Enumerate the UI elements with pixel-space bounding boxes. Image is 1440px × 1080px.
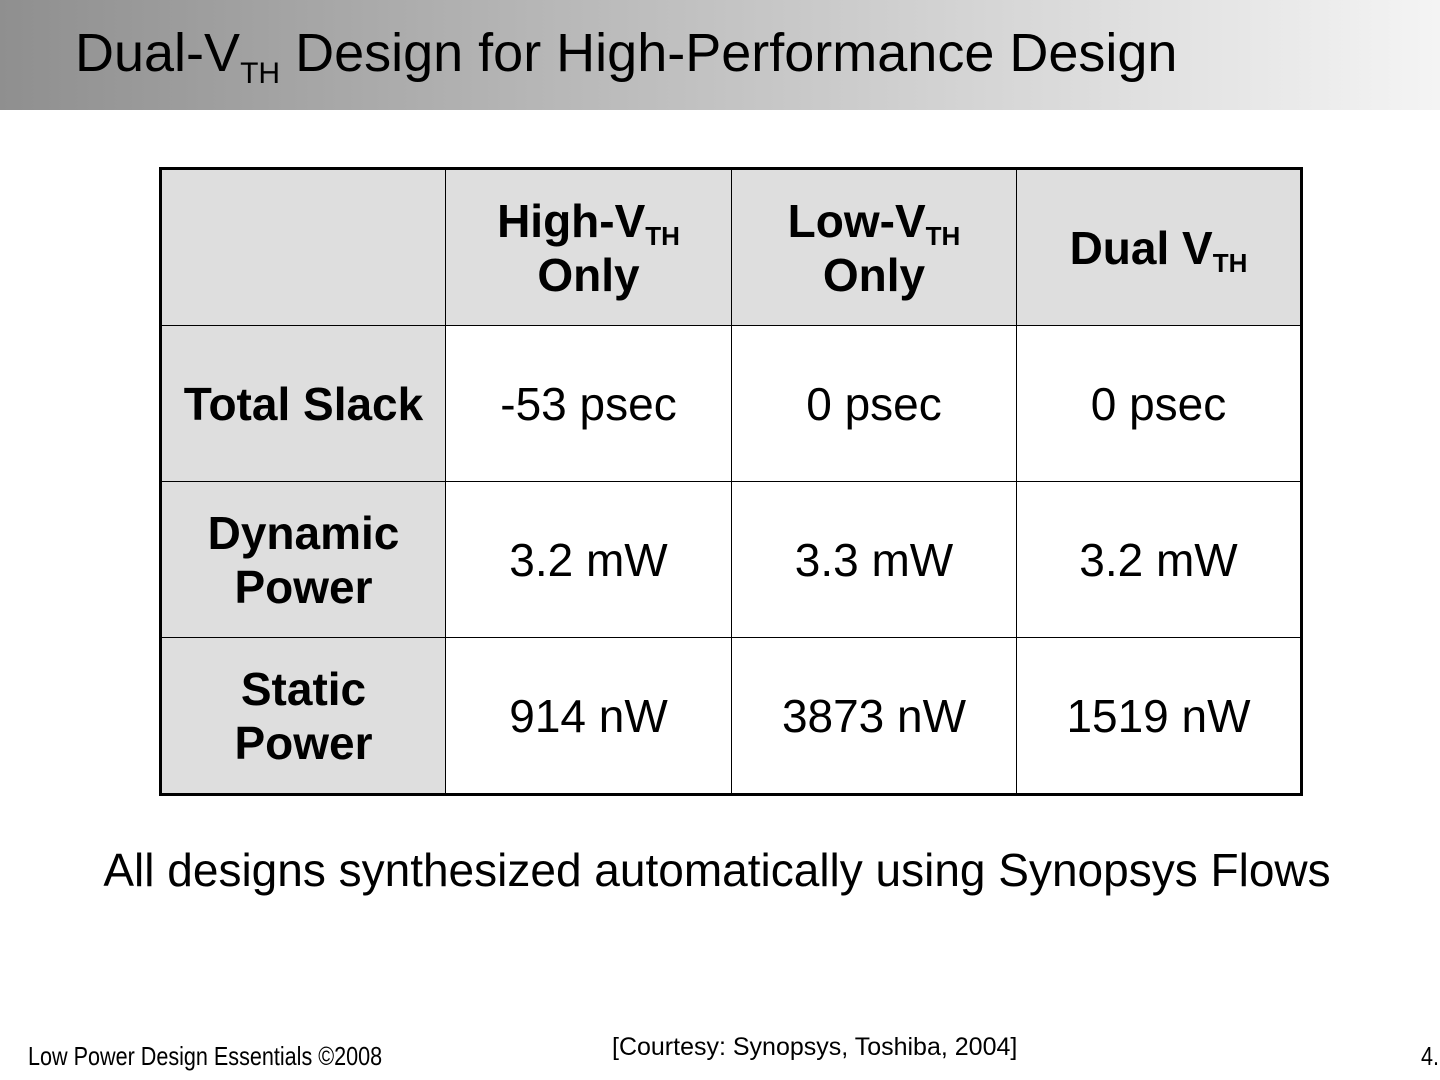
table-cell: 3.2 mW	[445, 481, 732, 638]
footer-copyright: Low Power Design Essentials ©2008	[28, 1041, 383, 1071]
synthesis-note: All designs synthesized automatically us…	[103, 844, 1331, 896]
column-header-high-vth: High-VTH Only	[445, 168, 732, 326]
title-subscript: TH	[240, 57, 281, 90]
table-cell: 3873 nW	[731, 637, 1017, 795]
title-suffix: Design for High-Performance Design	[280, 23, 1178, 83]
table-row-total-slack: Total Slack -53 psec 0 psec 0 psec	[160, 325, 1302, 482]
comparison-table: High-VTH Only Low-VTH Only Dual VTH Total …	[159, 167, 1303, 796]
row-label-static-power: Static Power	[160, 637, 446, 795]
title-prefix: Dual-V	[75, 23, 241, 83]
title-bar: Dual-VTH Design for High-Performance Des…	[0, 0, 1440, 110]
table-cell: 3.3 mW	[731, 481, 1017, 638]
courtesy-citation: [Courtesy: Synopsys, Toshiba, 2004]	[612, 1033, 1018, 1061]
page-number: 4.	[1421, 1041, 1440, 1071]
table-cell: 1519 nW	[1016, 637, 1302, 795]
column-header-dual-vth: Dual VTH	[1016, 168, 1302, 326]
slide-title: Dual-VTH Design for High-Performance Des…	[75, 22, 1178, 89]
table-cell: 0 psec	[731, 325, 1017, 482]
row-label-total-slack: Total Slack	[160, 325, 446, 482]
table-cell: 0 psec	[1016, 325, 1302, 482]
corner-cell	[160, 168, 446, 326]
row-label-dynamic-power: Dynamic Power	[160, 481, 446, 638]
table-cell: 3.2 mW	[1016, 481, 1302, 638]
table-header-row: High-VTH Only Low-VTH Only Dual VTH	[160, 168, 1302, 326]
table-cell: 914 nW	[445, 637, 732, 795]
table-row-static-power: Static Power 914 nW 3873 nW 1519 nW	[160, 637, 1302, 795]
table-cell: -53 psec	[445, 325, 732, 482]
column-header-low-vth: Low-VTH Only	[731, 168, 1017, 326]
table-row-dynamic-power: Dynamic Power 3.2 mW 3.3 mW 3.2 mW	[160, 481, 1302, 638]
